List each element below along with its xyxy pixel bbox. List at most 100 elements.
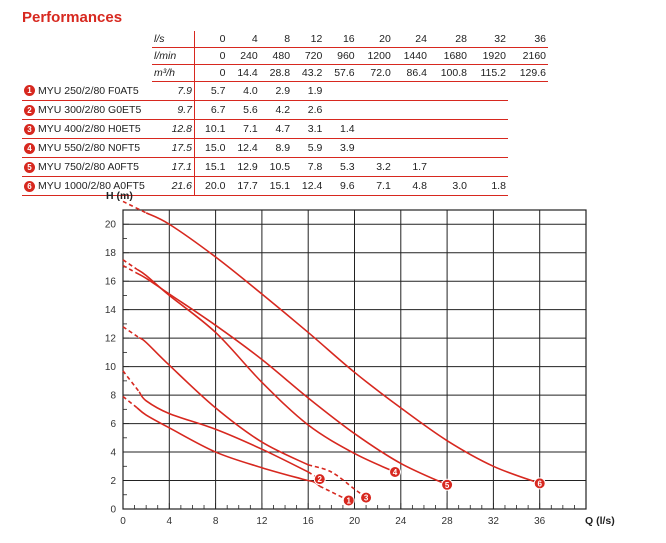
flow-value: 57.6 <box>324 64 357 82</box>
head-value: 2.6 <box>292 100 325 120</box>
model-number-badge: 4 <box>24 142 35 154</box>
y-tick-label: 2 <box>110 476 116 487</box>
curve-dashed-end-2 <box>307 471 321 480</box>
curve-label-number: 6 <box>537 479 542 488</box>
head-value <box>468 157 508 177</box>
curve-dashed-end-1 <box>319 485 350 502</box>
head-value <box>392 138 429 158</box>
y-tick-label: 16 <box>105 277 117 288</box>
model-row: 1 MYU 250/2/80 F0AT5 7.9 5.7 4.0 2.9 1.9 <box>22 81 548 101</box>
head-value <box>392 119 429 139</box>
x-tick-label: 12 <box>256 516 268 527</box>
head-value: 3.1 <box>292 119 325 139</box>
head-value: 5.3 <box>324 157 357 177</box>
model-name-cell: 4 MYU 550/2/80 N0FT5 <box>22 138 152 158</box>
x-tick-label: 4 <box>167 516 173 527</box>
curve-1 <box>136 406 321 487</box>
model-number-badge: 2 <box>24 104 35 116</box>
head-value: 5.7 <box>194 81 228 101</box>
flow-value: 129.6 <box>507 64 548 82</box>
head-value: 1.4 <box>324 119 357 139</box>
head-value: 3.0 <box>428 176 469 196</box>
y-tick-label: 8 <box>110 391 116 402</box>
flow-value: 1200 <box>356 47 393 65</box>
flow-value: 4 <box>227 31 260 48</box>
head-value: 7.9 <box>152 81 195 101</box>
head-value <box>428 119 469 139</box>
flow-value: 14.4 <box>227 64 260 82</box>
head-value <box>468 81 508 101</box>
model-number-badge: 5 <box>24 161 35 173</box>
head-value: 3.9 <box>324 138 357 158</box>
flow-value: 0 <box>194 47 228 65</box>
model-name-cell: 5 MYU 750/2/80 A0FT5 <box>22 157 152 177</box>
y-tick-label: 18 <box>105 248 117 259</box>
head-value <box>428 138 469 158</box>
curve-label-number: 4 <box>393 468 398 477</box>
head-value: 10.5 <box>259 157 293 177</box>
flow-value: 115.2 <box>468 64 508 82</box>
curve-label-badge <box>533 477 546 490</box>
curve-label-badge <box>342 494 355 507</box>
head-value: 9.7 <box>152 100 195 120</box>
head-value: 12.4 <box>227 138 260 158</box>
y-tick-label: 20 <box>105 220 117 231</box>
head-value: 3.2 <box>356 157 393 177</box>
curve-dashed-start-1 <box>122 395 138 409</box>
head-value <box>468 119 508 139</box>
flow-value: 72.0 <box>356 64 393 82</box>
unit-label: l/s <box>152 31 195 48</box>
head-value: 9.6 <box>324 176 357 196</box>
curve-2 <box>138 391 309 473</box>
model-name: MYU 250/2/80 F0AT5 <box>38 84 139 97</box>
x-tick-label: 20 <box>349 516 361 527</box>
curve-label-badge <box>313 473 326 486</box>
head-value: 6.7 <box>194 100 228 120</box>
head-value: 4.8 <box>392 176 429 196</box>
model-name: MYU 750/2/80 A0FT5 <box>38 161 139 173</box>
flow-value: 28 <box>428 31 469 48</box>
head-value: 12.9 <box>227 157 260 177</box>
model-name: MYU 550/2/80 N0FT5 <box>38 142 141 154</box>
curve-dashed-end-3 <box>307 464 367 499</box>
head-value <box>324 81 357 101</box>
head-value <box>356 138 393 158</box>
curve-label-number: 3 <box>364 494 369 503</box>
y-tick-label: 0 <box>110 505 116 516</box>
head-value: 15.1 <box>259 176 293 196</box>
head-value: 4.2 <box>259 100 293 120</box>
flow-value: 480 <box>259 47 293 65</box>
x-axis-title: Q (l/s) <box>585 515 615 527</box>
curve-label-badge <box>360 491 373 504</box>
flow-value: 960 <box>324 47 357 65</box>
head-value: 2.9 <box>259 81 293 101</box>
model-number-badge: 3 <box>24 123 35 135</box>
flow-header-row: l/s 0 4 8 12 16 20 24 28 32 36 <box>22 31 548 48</box>
head-value: 15.1 <box>194 157 228 177</box>
model-row: 5 MYU 750/2/80 A0FT5 17.1 15.1 12.9 10.5 7.8 5.… <box>22 157 548 177</box>
flow-value: 36 <box>507 31 548 48</box>
flow-value: 43.2 <box>292 64 325 82</box>
unit-label: l/min <box>152 47 195 65</box>
flow-value: 720 <box>292 47 325 65</box>
head-value: 20.0 <box>194 176 228 196</box>
page-title: Performances <box>22 9 123 26</box>
head-value <box>356 119 393 139</box>
curve-dashed-start-3 <box>122 326 140 339</box>
flow-value: 0 <box>194 64 228 82</box>
head-value <box>428 100 469 120</box>
x-tick-label: 0 <box>120 516 126 527</box>
flow-value: 24 <box>392 31 429 48</box>
x-tick-label: 32 <box>488 516 500 527</box>
head-value: 4.0 <box>227 81 260 101</box>
model-name-cell: 1 MYU 250/2/80 F0AT5 <box>22 81 152 101</box>
head-value <box>392 100 429 120</box>
flow-value: 28.8 <box>259 64 293 82</box>
curve-dashed-start-5 <box>122 264 137 274</box>
curve-3 <box>138 337 309 466</box>
model-row: 2 MYU 300/2/80 G0ET5 9.7 6.7 5.6 4.2 2.6 <box>22 100 548 120</box>
flow-value: 32 <box>468 31 508 48</box>
model-name-cell: 2 MYU 300/2/80 G0ET5 <box>22 100 152 120</box>
head-value: 5.6 <box>227 100 260 120</box>
y-tick-label: 4 <box>110 448 116 459</box>
